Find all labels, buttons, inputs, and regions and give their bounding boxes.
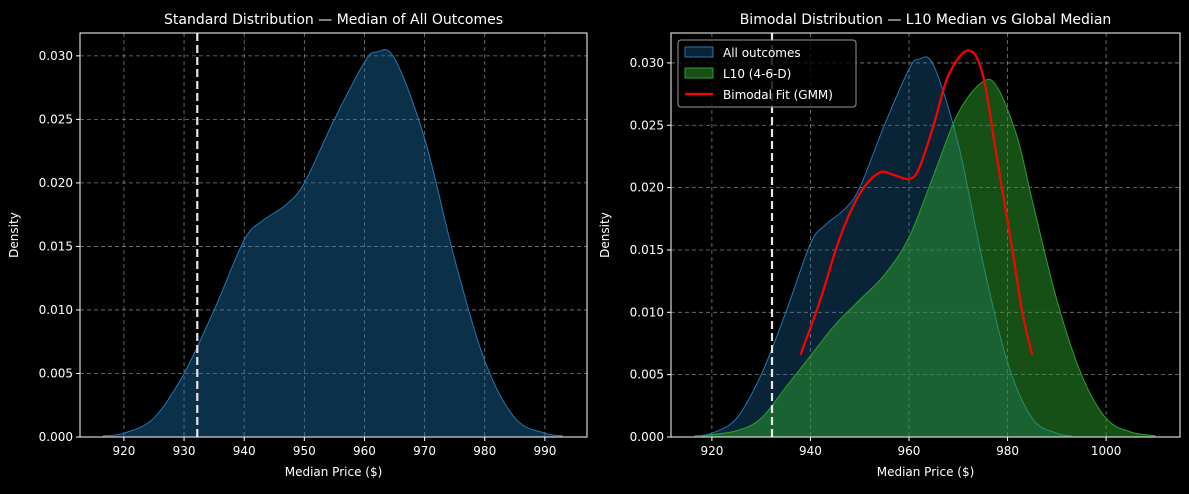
x-tick-label: 920 (112, 444, 135, 458)
y-axis-label: Density (598, 212, 612, 258)
legend-box (677, 39, 857, 108)
y-tick-label: 0.025 (39, 112, 73, 126)
y-tick-label: 0.020 (630, 181, 664, 195)
series-outline-1 (701, 78, 1156, 437)
y-axis-label: Density (7, 212, 21, 258)
x-tick-label: 940 (799, 444, 822, 458)
legend-swatch (684, 46, 714, 58)
x-tick-label: 960 (353, 444, 376, 458)
y-tick-label: 0.015 (630, 243, 664, 257)
chart-panel-0: 920 930 940 950 960 970 980 990 0.000 0.005 0.010 0… (7, 12, 588, 479)
series-area-0 (102, 49, 563, 437)
legend: All outcomes L10 (4-6-D) Bimodal Fit (GMM) (677, 39, 857, 108)
y-tick-label: 0.000 (39, 430, 73, 444)
series-line-gmm (799, 49, 1034, 356)
x-axis-label: Median Price ($) (877, 465, 975, 479)
x-axis-label: Median Price ($) (285, 465, 383, 479)
x-tick-label: 980 (996, 444, 1019, 458)
y-tick-label: 0.005 (39, 366, 73, 380)
y-tick-label: 0.010 (39, 303, 73, 317)
chart-panel-1: 920 940 960 980 1000 0.000 0.005 0.010 0.015 0.02… (598, 12, 1181, 479)
y-tick-label: 0.030 (630, 56, 664, 70)
x-tick-label: 940 (233, 444, 256, 458)
series-outline-0 (102, 49, 564, 437)
y-tick-label: 0.020 (39, 176, 73, 190)
series-area-1 (702, 79, 1156, 438)
y-tick-label: 0.000 (630, 430, 664, 444)
x-tick-label: 930 (173, 444, 196, 458)
legend-swatch (684, 67, 714, 79)
x-tick-label: 950 (293, 444, 316, 458)
y-tick-label: 0.025 (630, 118, 664, 132)
axes-frame (670, 32, 1181, 438)
x-tick-label: 980 (473, 444, 496, 458)
y-tick-label: 0.015 (39, 239, 73, 253)
y-tick-label: 0.010 (630, 305, 664, 319)
legend-label: All outcomes (723, 46, 801, 60)
x-tick-label: 1000 (1091, 444, 1122, 458)
y-tick-label: 0.005 (630, 368, 664, 382)
x-tick-label: 960 (898, 444, 921, 458)
legend-label: Bimodal Fit (GMM) (723, 88, 833, 102)
chart-title: Standard Distribution — Median of All Ou… (164, 12, 503, 28)
axes-frame (79, 32, 588, 438)
chart-title: Bimodal Distribution — L10 Median vs Glo… (740, 12, 1112, 28)
x-tick-label: 970 (413, 444, 436, 458)
x-tick-label: 990 (533, 444, 556, 458)
x-tick-label: 920 (700, 444, 723, 458)
legend-label: L10 (4-6-D) (723, 67, 791, 81)
y-tick-label: 0.030 (39, 49, 73, 63)
